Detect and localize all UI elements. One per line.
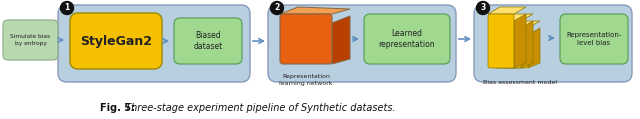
- Text: Bias assessment model: Bias assessment model: [483, 80, 557, 85]
- Text: 1: 1: [65, 3, 70, 12]
- Text: Learned
representation: Learned representation: [379, 29, 435, 49]
- Text: Fig. 5:: Fig. 5:: [100, 103, 135, 113]
- FancyBboxPatch shape: [174, 18, 242, 64]
- FancyBboxPatch shape: [560, 14, 628, 64]
- Polygon shape: [495, 14, 533, 21]
- FancyBboxPatch shape: [70, 13, 162, 69]
- Polygon shape: [528, 28, 540, 68]
- Text: 2: 2: [275, 3, 280, 12]
- FancyBboxPatch shape: [280, 14, 332, 64]
- Text: StyleGan2: StyleGan2: [80, 35, 152, 47]
- Polygon shape: [280, 7, 350, 14]
- FancyBboxPatch shape: [502, 28, 528, 68]
- FancyBboxPatch shape: [495, 21, 521, 68]
- FancyBboxPatch shape: [58, 5, 250, 82]
- Text: Biased
dataset: Biased dataset: [193, 31, 223, 51]
- Text: Three-stage experiment pipeline of Synthetic datasets.: Three-stage experiment pipeline of Synth…: [122, 103, 396, 113]
- Text: 3: 3: [481, 3, 486, 12]
- FancyBboxPatch shape: [364, 14, 450, 64]
- FancyBboxPatch shape: [268, 5, 456, 82]
- Text: Simulate bias
by entropy: Simulate bias by entropy: [10, 34, 51, 46]
- FancyBboxPatch shape: [488, 14, 514, 68]
- Circle shape: [61, 2, 74, 15]
- Polygon shape: [502, 21, 540, 28]
- FancyBboxPatch shape: [3, 20, 58, 60]
- Text: Representation
learning network: Representation learning network: [279, 74, 333, 86]
- Circle shape: [271, 2, 284, 15]
- Polygon shape: [514, 14, 526, 68]
- Polygon shape: [488, 7, 526, 14]
- Text: Representation-
level bias: Representation- level bias: [566, 32, 621, 46]
- Polygon shape: [332, 16, 350, 64]
- Circle shape: [477, 2, 490, 15]
- FancyBboxPatch shape: [474, 5, 632, 82]
- Polygon shape: [521, 21, 533, 68]
